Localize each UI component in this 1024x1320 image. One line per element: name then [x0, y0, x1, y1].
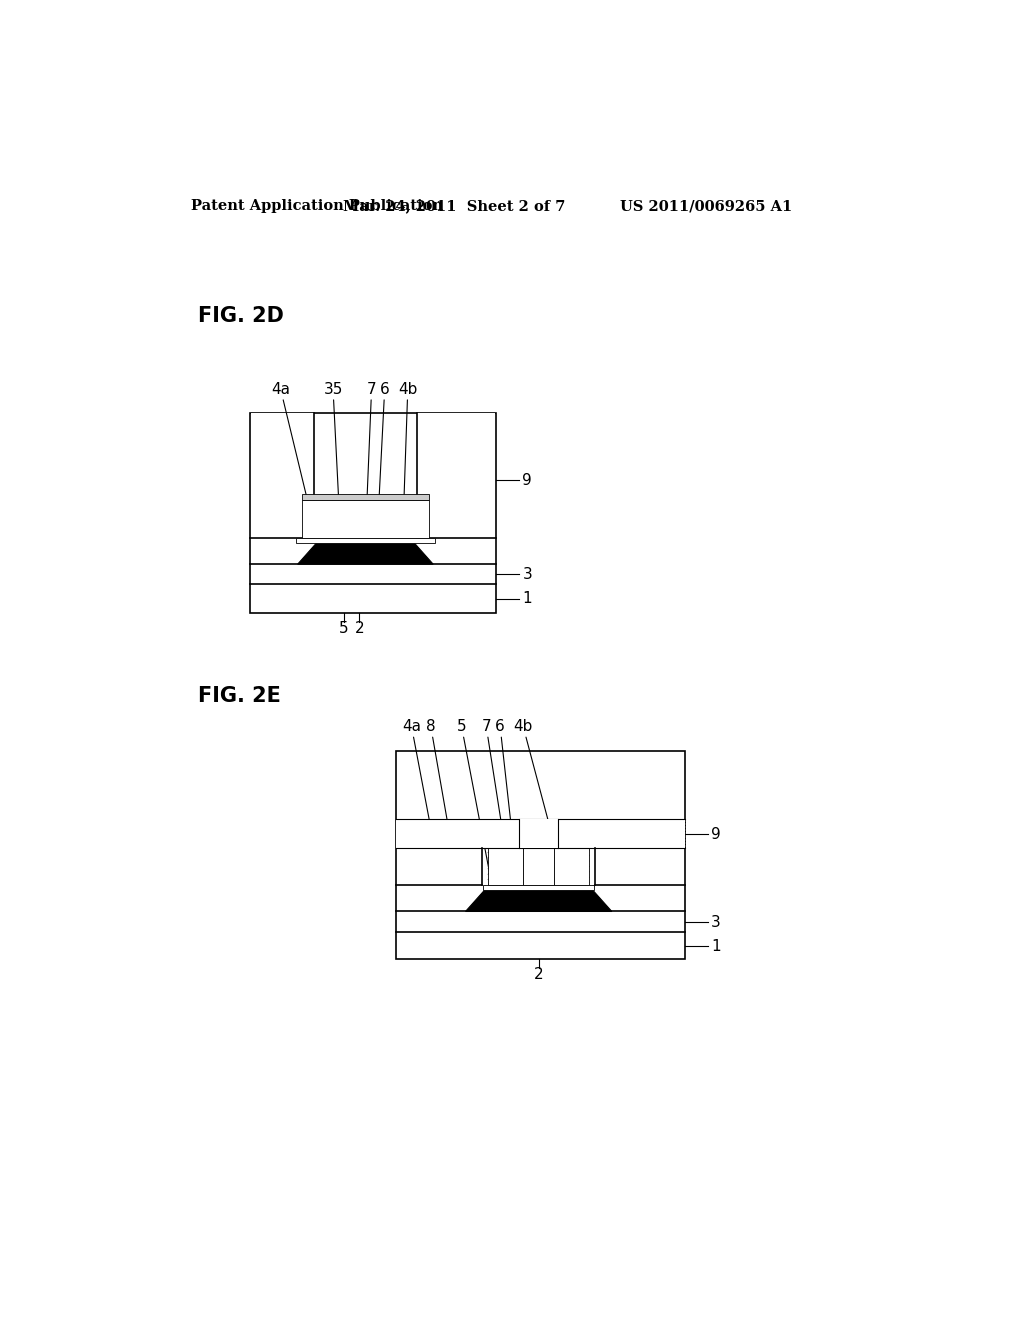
Text: Mar. 24, 2011  Sheet 2 of 7: Mar. 24, 2011 Sheet 2 of 7: [343, 199, 565, 213]
Text: 2: 2: [534, 968, 544, 982]
Bar: [396, 818, 685, 847]
Text: 4a: 4a: [402, 719, 431, 829]
Bar: [301, 499, 429, 539]
Bar: [296, 539, 435, 544]
Polygon shape: [466, 890, 611, 911]
Text: US 2011/0069265 A1: US 2011/0069265 A1: [620, 199, 792, 213]
Text: 5: 5: [457, 719, 490, 880]
Text: 3: 3: [522, 566, 532, 582]
Text: 1: 1: [522, 591, 532, 606]
Bar: [519, 818, 558, 847]
Text: 8: 8: [426, 719, 449, 829]
Text: 35: 35: [324, 381, 343, 496]
Text: 3: 3: [711, 915, 721, 929]
Text: 9: 9: [522, 473, 532, 488]
Bar: [554, 847, 590, 884]
Bar: [251, 412, 313, 539]
Text: 2: 2: [354, 620, 365, 636]
Text: FIG. 2D: FIG. 2D: [199, 306, 285, 326]
Text: 7: 7: [367, 381, 377, 519]
Text: 4b: 4b: [398, 381, 418, 502]
Text: Patent Application Publication: Patent Application Publication: [190, 199, 442, 213]
Text: 1: 1: [711, 939, 721, 953]
Text: 4a: 4a: [271, 381, 307, 502]
Bar: [487, 847, 523, 884]
Bar: [301, 494, 429, 499]
Text: 6: 6: [377, 381, 389, 540]
Bar: [595, 847, 684, 884]
Text: 4b: 4b: [514, 719, 550, 829]
Bar: [417, 412, 496, 539]
Bar: [250, 412, 497, 612]
Text: 6: 6: [496, 719, 518, 886]
Bar: [397, 847, 482, 884]
Bar: [483, 884, 594, 890]
Text: 9: 9: [711, 826, 721, 842]
Bar: [396, 751, 685, 960]
Bar: [523, 847, 554, 884]
Text: FIG. 2E: FIG. 2E: [199, 686, 282, 706]
Text: 5: 5: [339, 620, 348, 636]
Text: 7: 7: [481, 719, 508, 866]
Polygon shape: [298, 544, 433, 564]
